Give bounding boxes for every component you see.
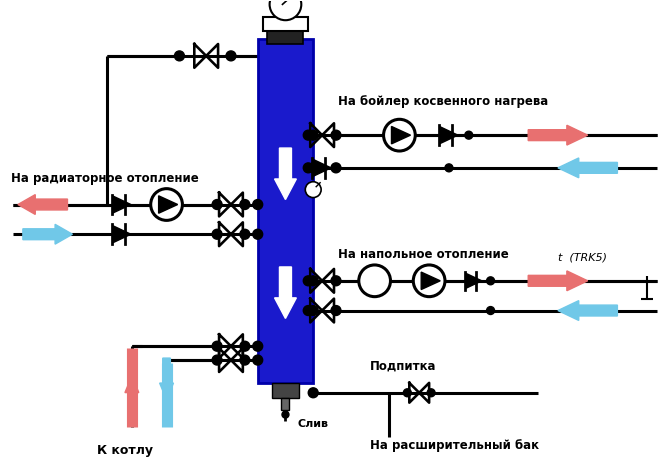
Text: На напольное отопление: На напольное отопление	[338, 248, 509, 261]
Circle shape	[253, 200, 263, 209]
Circle shape	[358, 265, 391, 297]
Circle shape	[240, 341, 250, 351]
Polygon shape	[18, 195, 68, 214]
Polygon shape	[159, 196, 178, 213]
Polygon shape	[440, 127, 458, 144]
Polygon shape	[528, 125, 588, 145]
Circle shape	[308, 163, 318, 173]
Polygon shape	[125, 376, 139, 418]
Circle shape	[212, 200, 222, 209]
Text: На радиаторное отопление: На радиаторное отопление	[11, 172, 199, 185]
Circle shape	[308, 130, 318, 140]
Circle shape	[486, 277, 494, 285]
Polygon shape	[466, 273, 482, 288]
Polygon shape	[558, 158, 617, 178]
Polygon shape	[159, 358, 174, 400]
Text: Слив: Слив	[297, 419, 328, 429]
Circle shape	[253, 229, 263, 239]
Circle shape	[331, 276, 341, 286]
Polygon shape	[275, 267, 296, 318]
Circle shape	[403, 389, 411, 397]
Circle shape	[240, 229, 250, 239]
Polygon shape	[558, 301, 617, 321]
Circle shape	[465, 131, 473, 139]
Bar	[267, 29, 304, 44]
Bar	[271, 383, 299, 398]
Circle shape	[269, 0, 302, 20]
Circle shape	[308, 305, 318, 316]
Circle shape	[486, 307, 494, 315]
Circle shape	[253, 341, 263, 351]
Text: t  (TRK5): t (TRK5)	[558, 253, 607, 263]
Bar	[258, 39, 313, 383]
Text: На бойлер косвенного нагрева: На бойлер косвенного нагрева	[338, 95, 548, 109]
Circle shape	[413, 265, 445, 297]
Polygon shape	[528, 271, 588, 291]
Text: К котлу: К котлу	[97, 444, 153, 457]
Polygon shape	[313, 159, 331, 176]
Circle shape	[304, 276, 313, 286]
Circle shape	[331, 163, 341, 173]
Circle shape	[151, 188, 182, 220]
Circle shape	[240, 200, 250, 209]
Circle shape	[383, 119, 415, 151]
Circle shape	[174, 51, 184, 61]
Text: На расширительный бак: На расширительный бак	[370, 439, 539, 452]
Bar	[263, 17, 308, 31]
Polygon shape	[421, 272, 440, 290]
Circle shape	[445, 164, 453, 172]
Circle shape	[212, 341, 222, 351]
Polygon shape	[23, 225, 72, 244]
Bar	[281, 398, 289, 410]
Circle shape	[331, 130, 341, 140]
Circle shape	[427, 389, 435, 397]
Circle shape	[306, 182, 321, 198]
Text: Подпитка: Подпитка	[370, 360, 436, 373]
Polygon shape	[113, 196, 131, 213]
Polygon shape	[113, 226, 131, 243]
Circle shape	[308, 388, 318, 398]
Circle shape	[240, 355, 250, 365]
Polygon shape	[275, 148, 296, 200]
Circle shape	[282, 411, 289, 418]
Circle shape	[304, 163, 313, 173]
Circle shape	[253, 355, 263, 365]
Circle shape	[212, 355, 222, 365]
Circle shape	[331, 305, 341, 316]
Circle shape	[226, 51, 236, 61]
Circle shape	[308, 276, 318, 286]
Circle shape	[304, 305, 313, 316]
Polygon shape	[391, 127, 411, 144]
Circle shape	[304, 130, 313, 140]
Circle shape	[212, 229, 222, 239]
